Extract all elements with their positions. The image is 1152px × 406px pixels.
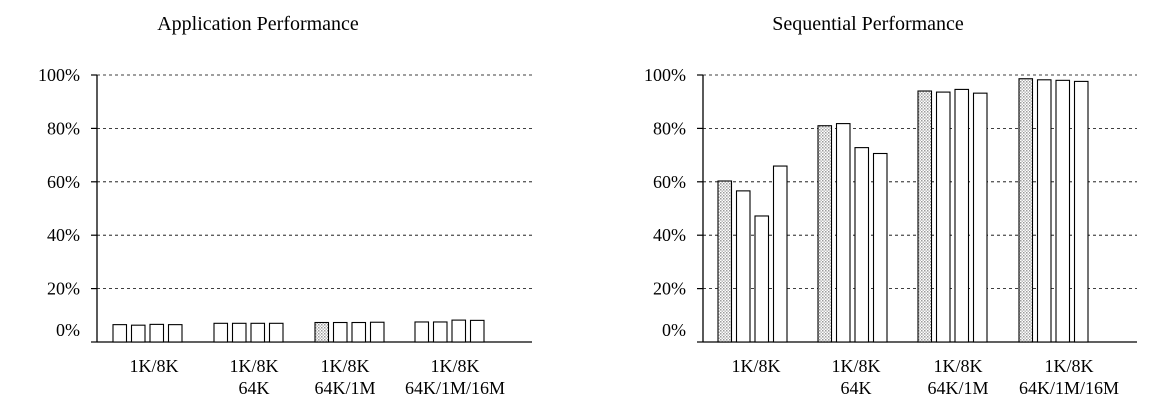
bar-group [314, 321, 385, 343]
chart-title: Sequential Performance [772, 13, 964, 35]
bar [935, 91, 951, 343]
bar-shaded [1018, 78, 1034, 343]
bar [972, 92, 988, 343]
y-tick-label: 0% [662, 320, 686, 340]
bar [772, 165, 788, 343]
y-tick-label: 100% [644, 65, 686, 85]
bar [854, 147, 870, 343]
x-category-label: 1K/8K [934, 356, 983, 376]
bar [432, 321, 448, 343]
x-category-label: 64K/1M [927, 378, 988, 398]
x-category-label: 64K/1M [314, 378, 375, 398]
bar [167, 324, 183, 343]
bar [414, 321, 430, 343]
bar-group [1018, 78, 1089, 343]
bar [954, 88, 970, 343]
bar [754, 215, 770, 343]
application-performance-chart: Application Performance 1K/8K 1K/8K64K1K/… [38, 13, 532, 398]
bar [1055, 79, 1071, 343]
x-category-label: 1K/8K [1045, 356, 1094, 376]
y-tick-label: 40% [47, 225, 80, 245]
bar-shaded [314, 321, 330, 343]
y-tick-label: 40% [653, 225, 686, 245]
bar-shaded [917, 90, 933, 343]
y-tick-label: 80% [47, 118, 80, 138]
bar-group [817, 123, 888, 343]
bar [835, 123, 851, 343]
x-category-label: 64K [239, 378, 270, 398]
bar-group [414, 319, 485, 343]
x-category-label: 1K/8K [321, 356, 370, 376]
bar-group [213, 322, 284, 343]
bar [735, 190, 751, 343]
bar [1073, 80, 1089, 343]
bar-group [717, 165, 788, 343]
bar [231, 322, 247, 343]
chart-title: Application Performance [157, 13, 359, 35]
bar [1036, 79, 1052, 343]
bar-shaded [817, 125, 833, 343]
y-tick-label: 100% [38, 65, 80, 85]
bar [369, 321, 385, 343]
bar [112, 324, 128, 343]
bar [268, 322, 284, 343]
bar [469, 319, 485, 343]
bar [213, 322, 229, 343]
bar [130, 324, 146, 343]
bar-group [112, 323, 183, 343]
bar-group [917, 88, 988, 343]
bar [451, 319, 467, 343]
y-tick-label: 0% [56, 320, 80, 340]
y-tick-label: 60% [47, 172, 80, 192]
y-tick-label: 20% [653, 279, 686, 299]
bar-shaded [717, 180, 733, 343]
x-category-label: 1K/8K [832, 356, 881, 376]
bar [332, 321, 348, 343]
x-category-label: 1K/8K [732, 356, 781, 376]
x-category-label: 1K/8K [431, 356, 480, 376]
sequential-performance-chart: Sequential Performance 1K/8K 1K/8K64K1K/8… [644, 13, 1137, 398]
y-tick-label: 20% [47, 279, 80, 299]
x-category-label: 64K/1M/16M [405, 378, 505, 398]
x-category-label: 1K/8K [130, 356, 179, 376]
y-tick-label: 60% [653, 172, 686, 192]
bar [351, 321, 367, 343]
x-category-label: 64K/1M/16M [1019, 378, 1119, 398]
x-category-label: 1K/8K [230, 356, 279, 376]
x-category-label: 64K [841, 378, 872, 398]
bar [872, 152, 888, 343]
bar [149, 323, 165, 343]
y-tick-label: 80% [653, 118, 686, 138]
bar [250, 322, 266, 343]
